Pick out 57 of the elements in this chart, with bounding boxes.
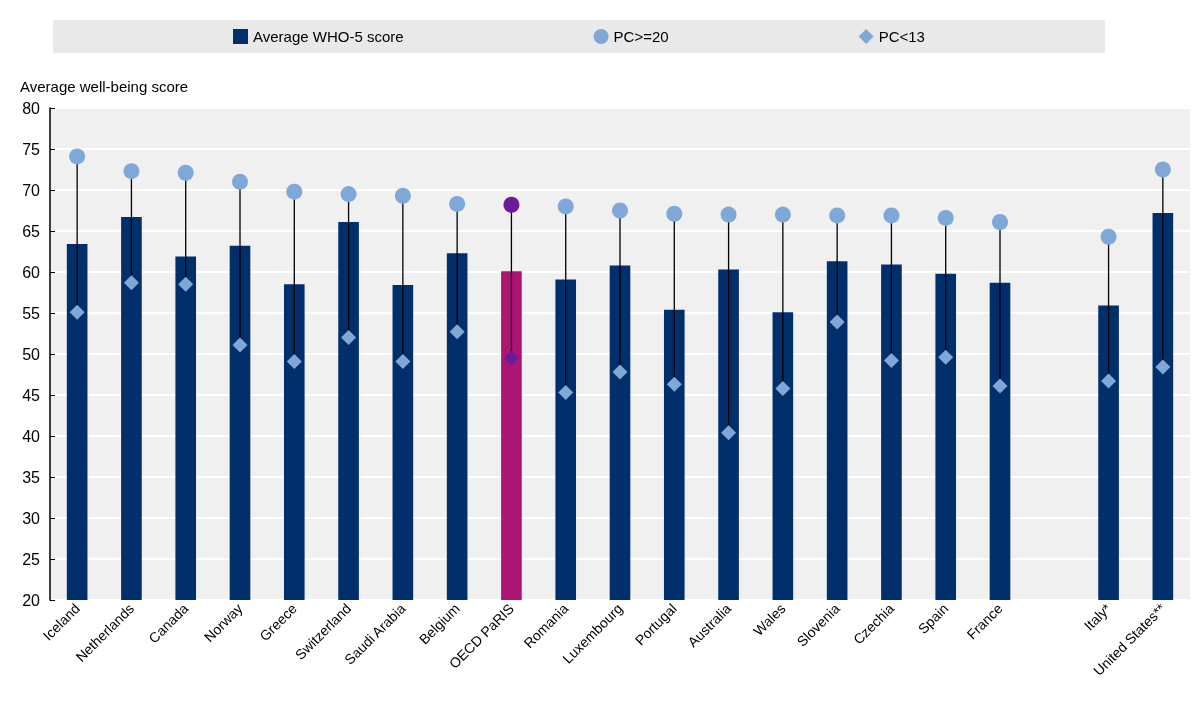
point: [286, 353, 302, 369]
point: [1100, 228, 1117, 245]
point: [666, 376, 682, 392]
y-tick-label: 75: [22, 140, 41, 158]
point: [340, 186, 357, 203]
point: [774, 206, 791, 223]
y-tick-label: 70: [22, 181, 41, 199]
y-tick-label: 50: [22, 345, 41, 363]
point: [883, 353, 899, 369]
y-tick-label: 60: [22, 263, 41, 281]
y-tick-label: 45: [22, 386, 41, 404]
point: [992, 213, 1008, 230]
point: [178, 276, 194, 292]
point: [123, 275, 139, 291]
point: [1154, 161, 1171, 178]
point: [341, 330, 357, 346]
point: [775, 380, 791, 396]
point: [394, 187, 411, 204]
point: [612, 202, 628, 219]
point: [232, 173, 248, 190]
point: [558, 385, 574, 401]
y-tick-label: 80: [22, 99, 41, 117]
y-tick-label: 30: [22, 509, 41, 527]
y-tick-label: 65: [22, 222, 41, 240]
point: [449, 195, 466, 212]
y-tick-label: 55: [22, 304, 41, 322]
y-tick-label: 35: [22, 468, 41, 486]
point: [232, 337, 248, 353]
point: [286, 183, 303, 200]
point: [449, 324, 465, 340]
point: [123, 163, 140, 180]
y-axis-title: Average well-being score: [20, 78, 189, 95]
legend-label: PC>=20: [613, 28, 669, 45]
point: [992, 378, 1008, 394]
point: [395, 353, 411, 369]
point: [720, 206, 737, 223]
point: [883, 207, 900, 224]
point: [1101, 373, 1117, 389]
point: [1155, 359, 1171, 375]
y-tick-label: 25: [22, 550, 41, 568]
legend-label: Average WHO-5 score: [253, 28, 404, 45]
point: [612, 364, 628, 380]
point: [69, 304, 85, 320]
point: [829, 314, 845, 330]
point: [937, 209, 954, 226]
point: [69, 148, 86, 165]
y-tick-label: 40: [22, 427, 41, 445]
point: [721, 425, 737, 441]
y-tick-label: 20: [22, 591, 41, 609]
point: [557, 198, 574, 215]
point: [938, 349, 954, 365]
legend-label: PC<13: [878, 28, 925, 45]
point: [503, 196, 520, 213]
point: [829, 207, 846, 224]
point: [177, 164, 194, 181]
point: [666, 205, 683, 222]
point: [503, 350, 519, 366]
